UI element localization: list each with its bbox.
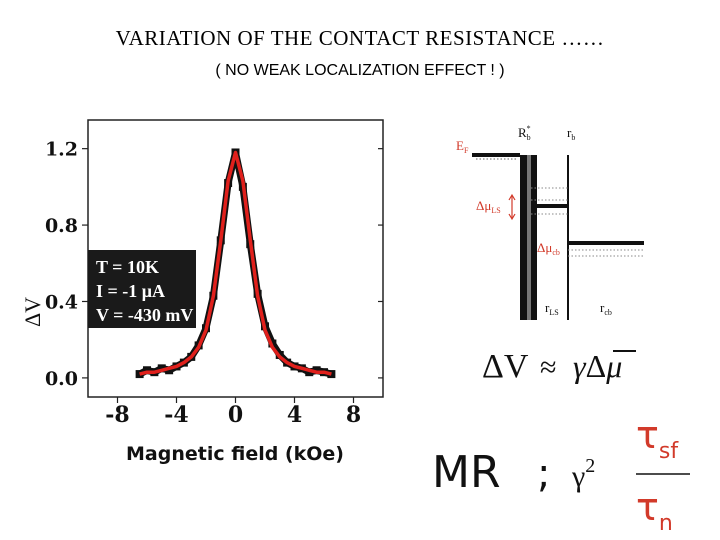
dmu-cb-label: Δμcb — [537, 240, 560, 257]
x-axis-ticks: -8 -4 0 4 8 — [105, 397, 361, 428]
x-tick-label: -8 — [105, 402, 129, 428]
relation-operator: ≈ — [540, 351, 556, 384]
param-current: I = -1 μA — [96, 281, 165, 301]
page-title: VARIATION OF THE CONTACT RESISTANCE …… — [115, 26, 605, 50]
x-axis-label: Magnetic field (kOe) — [126, 443, 344, 465]
gamma-symbol: γ2 — [571, 455, 595, 493]
rb-label: rb — [567, 125, 575, 142]
dmu-ls-label: ΔμLS — [476, 198, 501, 215]
barrier-gray-stripe — [527, 155, 531, 320]
fit-series-group — [139, 150, 332, 376]
parameters-box: T = 10K I = -1 μA V = -430 mV — [88, 250, 196, 328]
x-tick-label: 8 — [346, 402, 361, 428]
x-tick-label: -4 — [164, 402, 188, 428]
y-axis-label: ΔV — [20, 297, 45, 327]
barrier-center-wall — [531, 155, 537, 320]
parameters-box-background — [88, 250, 196, 328]
chart: -8 -4 0 4 8 0.0 0.4 0.8 1.2 Magnetic field (kOe… — [20, 119, 384, 465]
y-tick-label: 0.8 — [45, 215, 78, 237]
barrier-left-wall — [520, 155, 527, 320]
tau-n: τn — [636, 485, 673, 536]
ef-label: EF — [456, 138, 469, 155]
y-axis-ticks: 0.0 0.4 0.8 1.2 — [45, 139, 383, 390]
x-tick-label: 0 — [228, 402, 243, 428]
rcb-label: rcb — [600, 300, 612, 317]
mr-text: MR — [432, 447, 501, 498]
param-temperature: T = 10K — [96, 257, 159, 277]
relation-rhs: γΔμ — [573, 348, 622, 384]
rb-star-label: R* b — [518, 124, 531, 142]
param-voltage: V = -430 mV — [96, 305, 193, 325]
relation-equation: ΔV ≈ γΔμ — [482, 348, 636, 385]
tau-sf: τsf — [636, 413, 679, 464]
dmu-ls-arrowheads — [508, 193, 516, 221]
relation-lhs: ΔV — [482, 348, 529, 385]
rls-label: rLS — [545, 300, 559, 317]
fit-series-line — [139, 150, 332, 376]
band-diagram: EF R* b rb ΔμLS Δμcb rLS rcb — [456, 124, 644, 320]
x-tick-label: 4 — [287, 402, 302, 428]
mr-separator: ; — [537, 451, 550, 497]
y-tick-label: 0.4 — [45, 291, 78, 313]
page-subtitle: ( NO WEAK LOCALIZATION EFFECT ! ) — [215, 62, 505, 79]
y-tick-label: 1.2 — [45, 139, 78, 161]
y-tick-label: 0.0 — [45, 368, 78, 390]
mr-equation: MR ; γ2 τsf τn — [432, 413, 690, 536]
